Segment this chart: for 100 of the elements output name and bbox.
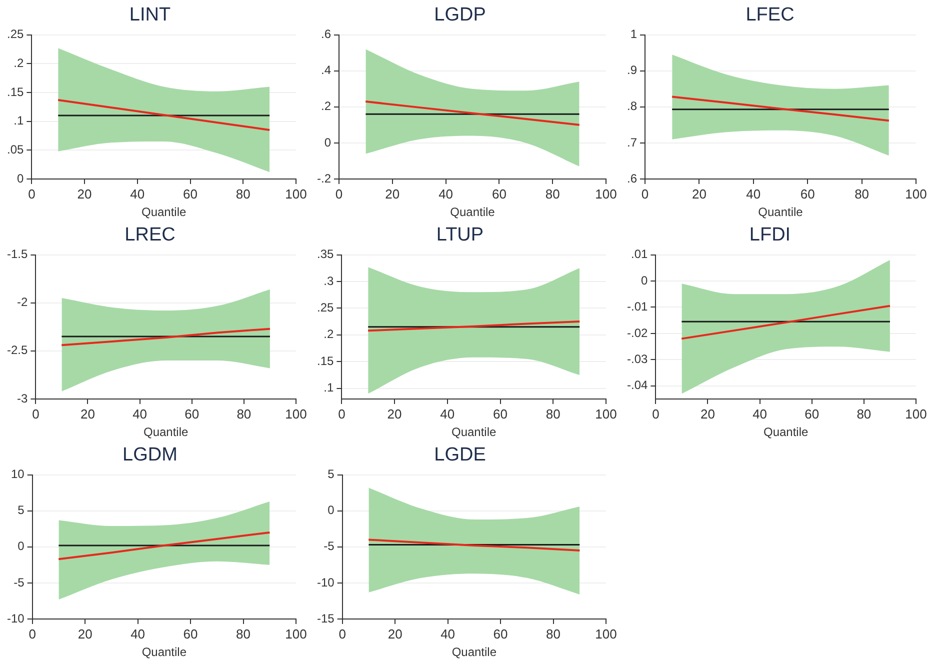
chart-title: LINT: [129, 4, 171, 26]
x-tick-label: 60: [183, 186, 198, 202]
x-tick-label: 80: [545, 186, 560, 202]
y-tick-label: -3: [17, 391, 28, 406]
y-tick-label: 0: [18, 539, 25, 554]
y-tick-label: .25: [316, 300, 334, 315]
x-tick-label: 60: [183, 626, 198, 642]
y-tick-label: 1: [630, 27, 638, 42]
y-tick-label: -.04: [626, 378, 648, 392]
y-tick-label: -10: [7, 611, 25, 626]
x-tick-label: 40: [132, 406, 148, 422]
x-axis-title: Quantile: [142, 645, 187, 660]
y-tick-label: 10: [10, 467, 25, 482]
x-tick-label: 20: [80, 406, 95, 422]
x-tick-label: 100: [285, 186, 307, 202]
x-tick-label: 40: [440, 406, 455, 422]
x-tick-label: 60: [184, 406, 200, 422]
chart-title: LFEC: [746, 4, 794, 26]
y-tick-label: .1: [324, 380, 334, 395]
x-tick-label: 40: [746, 186, 761, 202]
chart-title: LGDE: [434, 444, 486, 466]
x-tick-label: 40: [438, 186, 454, 202]
x-tick-label: 60: [804, 406, 820, 422]
x-tick-label: 20: [388, 626, 402, 642]
y-tick-label: .35: [316, 247, 334, 262]
y-tick-label: -.01: [626, 300, 648, 314]
y-tick-label: .2: [320, 99, 332, 114]
y-tick-label: .15: [316, 354, 334, 368]
y-tick-label: 0: [16, 171, 24, 186]
y-tick-label: -15: [317, 611, 335, 626]
x-tick-label: 0: [652, 406, 660, 422]
y-tick-label: -.2: [316, 171, 332, 186]
y-tick-label: .9: [626, 63, 638, 78]
y-tick-label: .25: [6, 27, 24, 42]
x-tick-label: 20: [692, 186, 706, 202]
y-tick-label: .3: [324, 274, 334, 288]
chart-title: LREC: [124, 224, 176, 246]
y-tick-label: .7: [626, 135, 638, 150]
y-tick-label: .2: [324, 327, 334, 342]
y-tick-label: .6: [320, 27, 332, 42]
x-tick-label: 20: [387, 406, 402, 422]
y-tick-label: .05: [6, 142, 24, 156]
y-tick-label: .4: [320, 63, 332, 78]
y-tick-label: -.02: [626, 326, 648, 340]
x-axis-title: Quantile: [452, 645, 497, 660]
x-tick-label: 100: [285, 626, 307, 642]
x-tick-label: 40: [752, 406, 768, 422]
x-tick-label: 20: [77, 186, 92, 202]
y-tick-label: 0: [328, 503, 335, 518]
y-tick-label: .8: [626, 99, 638, 114]
x-axis-title: Quantile: [763, 425, 809, 440]
x-tick-label: 100: [905, 186, 927, 202]
y-tick-label: .15: [6, 84, 24, 99]
x-tick-label: 80: [236, 626, 251, 642]
x-tick-label: 40: [130, 626, 146, 642]
x-axis-title: Quantile: [450, 205, 496, 220]
x-axis-title: Quantile: [143, 425, 189, 440]
x-tick-label: 60: [493, 406, 508, 422]
x-tick-label: 60: [493, 626, 508, 642]
y-tick-label: 0: [324, 135, 332, 150]
x-tick-label: 60: [492, 186, 506, 202]
x-tick-label: 80: [236, 186, 250, 202]
y-tick-label: -10: [317, 575, 335, 590]
y-tick-label: -2.5: [6, 343, 28, 358]
x-tick-label: 0: [32, 406, 40, 422]
x-tick-label: 20: [700, 406, 715, 422]
x-axis-title: Quantile: [451, 425, 497, 440]
y-tick-label: 5: [18, 503, 25, 518]
y-tick-label: -1.5: [6, 247, 28, 262]
x-tick-label: 0: [338, 406, 346, 422]
y-tick-label: .6: [626, 171, 638, 186]
x-tick-label: 80: [856, 406, 872, 422]
x-tick-label: 0: [338, 626, 346, 642]
x-tick-label: 100: [595, 406, 617, 422]
x-tick-label: 80: [236, 406, 252, 422]
chart-title: LGDP: [434, 4, 486, 26]
x-axis-title: Quantile: [141, 205, 187, 220]
x-tick-label: 80: [854, 186, 870, 202]
x-tick-label: 20: [78, 626, 92, 642]
y-tick-label: .1: [14, 114, 24, 128]
x-tick-label: 100: [285, 406, 307, 422]
y-tick-label: -2: [17, 295, 28, 310]
x-tick-label: 40: [130, 186, 145, 202]
y-tick-label: .2: [14, 56, 24, 70]
x-tick-label: 100: [905, 406, 927, 422]
y-tick-label: -5: [324, 539, 335, 554]
x-tick-label: 100: [595, 186, 617, 202]
y-tick-label: .01: [630, 247, 648, 262]
x-tick-label: 40: [440, 626, 456, 642]
x-axis-title: Quantile: [758, 205, 804, 220]
x-tick-label: 60: [800, 186, 815, 202]
x-tick-label: 80: [546, 406, 560, 422]
chart-title: LGDM: [122, 444, 178, 466]
x-tick-label: 100: [595, 626, 617, 642]
y-tick-label: -5: [14, 575, 25, 590]
y-tick-label: 0: [640, 273, 648, 288]
x-tick-label: 20: [385, 186, 400, 202]
y-tick-label: -.03: [626, 352, 648, 366]
x-tick-label: 80: [546, 626, 561, 642]
chart-title: LTUP: [436, 224, 484, 246]
